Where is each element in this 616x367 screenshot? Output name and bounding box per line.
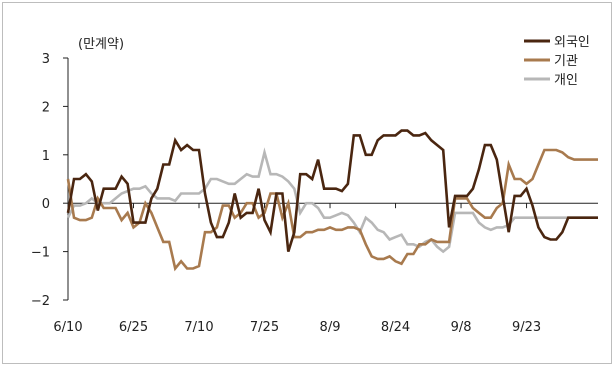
x-tick-label: 8/24 [381, 320, 410, 335]
x-tick-label: 9/23 [512, 320, 541, 335]
y-tick-label: −2 [31, 294, 50, 309]
legend-label: 개인 [554, 73, 578, 88]
series-line-0 [66, 129, 598, 252]
y-axis: 3 2 1 0 −1 −2 [31, 52, 69, 309]
y-tick-label: 0 [42, 197, 50, 212]
y-tick-label: −1 [31, 246, 50, 261]
legend-label: 외국인 [554, 35, 590, 50]
y-tick-label: 2 [42, 100, 50, 115]
x-tick-label: 9/8 [451, 320, 472, 335]
y-tick-label: 3 [42, 52, 50, 67]
x-tick-label: 6/25 [119, 320, 148, 335]
x-tick-label: 7/25 [250, 320, 279, 335]
legend-label: 기관 [554, 54, 578, 69]
y-tick-label: 1 [42, 149, 50, 164]
chart-frame [2, 2, 612, 364]
x-tick-label: 7/10 [184, 320, 213, 335]
x-tick-label: 6/10 [53, 320, 82, 335]
unit-label: (만계약) [78, 37, 124, 52]
series-lines [66, 129, 598, 272]
x-tick-label: 8/9 [320, 320, 341, 335]
x-axis: 6/10 6/25 7/10 7/25 8/9 8/24 9/8 9/23 [53, 202, 598, 335]
series-line-2 [66, 147, 598, 254]
series-line-1 [66, 148, 598, 272]
